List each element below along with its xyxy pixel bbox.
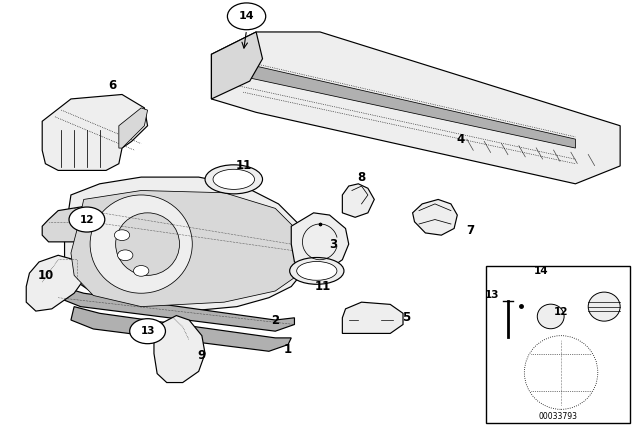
Text: 12: 12 [554, 307, 568, 317]
Text: 10: 10 [37, 269, 54, 282]
Text: 4: 4 [456, 133, 465, 146]
Circle shape [130, 319, 166, 344]
Polygon shape [71, 306, 291, 351]
Text: 1: 1 [284, 343, 292, 356]
Polygon shape [291, 213, 349, 271]
Text: 11: 11 [236, 159, 252, 172]
Circle shape [134, 266, 149, 276]
Text: 14: 14 [239, 11, 254, 22]
Ellipse shape [90, 195, 192, 293]
Text: 7: 7 [466, 224, 474, 237]
Ellipse shape [588, 292, 620, 321]
Polygon shape [342, 184, 374, 217]
Polygon shape [26, 255, 84, 311]
Polygon shape [154, 315, 205, 383]
Ellipse shape [116, 213, 179, 276]
Text: 8: 8 [357, 171, 365, 184]
Text: 00033793: 00033793 [538, 412, 577, 421]
Text: 11: 11 [315, 280, 332, 293]
Circle shape [227, 3, 266, 30]
Polygon shape [342, 302, 403, 333]
Circle shape [69, 207, 105, 232]
Polygon shape [413, 199, 458, 235]
Circle shape [115, 230, 130, 241]
Circle shape [118, 250, 133, 261]
Text: 13: 13 [140, 326, 155, 336]
Polygon shape [243, 63, 575, 148]
Text: 5: 5 [402, 311, 410, 324]
Polygon shape [71, 190, 301, 306]
Polygon shape [58, 287, 294, 331]
Polygon shape [42, 204, 125, 242]
Polygon shape [211, 32, 262, 99]
Ellipse shape [290, 258, 344, 284]
Ellipse shape [524, 336, 598, 409]
Text: 14: 14 [533, 266, 548, 276]
Text: 12: 12 [79, 215, 94, 224]
Text: 9: 9 [198, 349, 206, 362]
Bar [486, 267, 630, 423]
Polygon shape [42, 95, 148, 170]
Polygon shape [119, 108, 148, 148]
Polygon shape [211, 32, 620, 184]
Ellipse shape [297, 262, 337, 280]
Text: 2: 2 [271, 314, 279, 327]
Ellipse shape [538, 304, 564, 329]
Ellipse shape [205, 165, 262, 194]
Text: 3: 3 [329, 237, 337, 250]
Polygon shape [65, 177, 307, 311]
Ellipse shape [213, 169, 255, 190]
Text: 6: 6 [108, 79, 116, 92]
Text: 13: 13 [485, 289, 500, 300]
